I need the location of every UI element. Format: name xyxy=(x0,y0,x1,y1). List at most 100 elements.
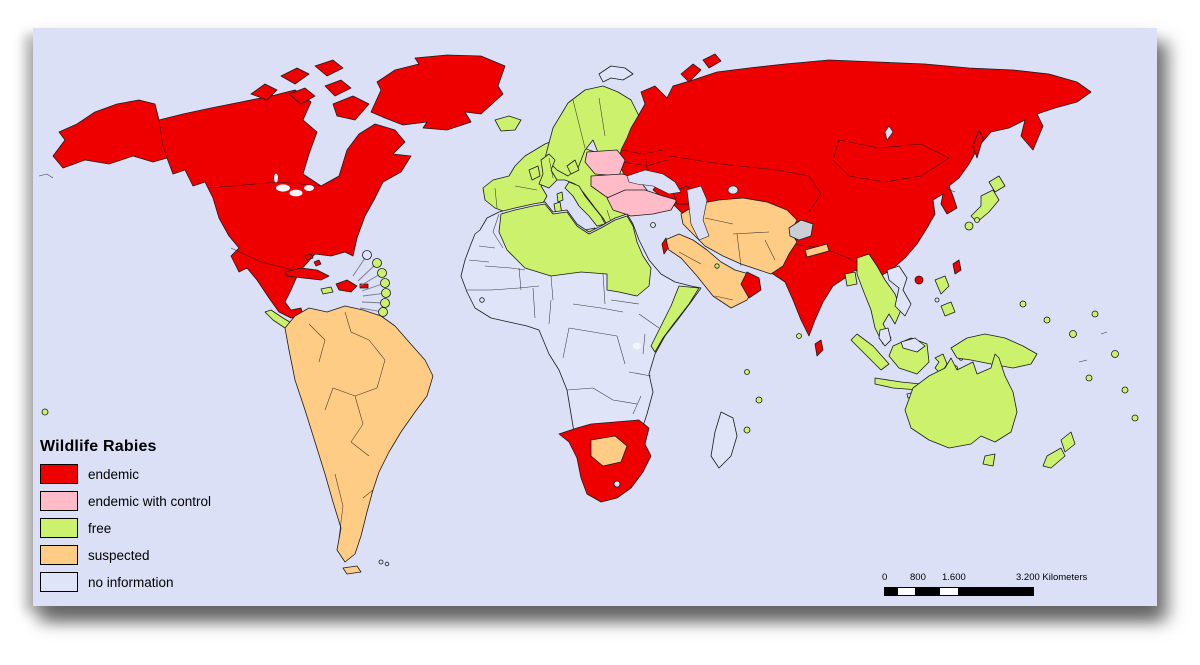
africa-borders xyxy=(629,372,651,376)
region-cuba xyxy=(285,268,329,280)
region-gulf-island xyxy=(715,264,719,268)
legend-swatch-endemic-control xyxy=(40,491,78,511)
region-new-guinea xyxy=(951,334,1037,368)
callout-circle-free xyxy=(379,308,388,317)
legend-row-endemic-control: endemic with control xyxy=(40,491,320,511)
sa-borders xyxy=(351,442,369,456)
region-tasmania xyxy=(983,454,995,466)
europe-borders xyxy=(607,210,611,222)
sa-borders xyxy=(335,474,343,538)
lake-winnipeg xyxy=(274,173,278,183)
africa-borders xyxy=(573,304,623,312)
caspian-sea xyxy=(687,186,709,240)
region-pacific-island xyxy=(1122,387,1128,393)
africa-borders xyxy=(551,276,553,300)
great-lakes xyxy=(289,189,303,197)
scalebar-label: 1.600 xyxy=(942,572,966,583)
region-malay-peninsula xyxy=(879,328,891,346)
region-turkey xyxy=(607,190,677,216)
legend-label: endemic xyxy=(88,466,140,482)
europe-borders xyxy=(549,158,553,178)
region-arctic-island xyxy=(325,80,351,96)
region-novaya-zemlya xyxy=(681,64,701,82)
region-jamaica xyxy=(321,287,333,294)
africa-borders xyxy=(485,266,525,270)
region-pacific-island xyxy=(1044,317,1050,323)
legend-label: free xyxy=(88,520,112,536)
region-philippine-island xyxy=(935,298,939,302)
legend-swatch-free xyxy=(40,518,78,538)
world-map xyxy=(33,28,1157,606)
region-cyprus xyxy=(651,223,656,228)
africa-borders xyxy=(633,396,641,414)
region-sumatra xyxy=(851,334,889,370)
region-hispaniola xyxy=(336,280,357,292)
africa-borders xyxy=(593,388,637,404)
region-lesotho xyxy=(614,481,620,487)
europe-borders xyxy=(599,98,605,136)
great-lakes xyxy=(276,184,290,192)
region-uk xyxy=(539,154,557,188)
central-asia-borders xyxy=(737,234,741,266)
region-arctic-island xyxy=(251,84,277,100)
aral-sea xyxy=(728,186,738,194)
region-nepal xyxy=(805,244,829,257)
legend-swatch-endemic xyxy=(40,464,78,484)
arabia-borders xyxy=(679,252,701,264)
region-iceland xyxy=(495,116,521,131)
scalebar: 0 800 1.600 3.200 Kilometers xyxy=(882,572,1104,596)
scalebar-segment xyxy=(885,588,898,595)
africa-borders xyxy=(617,336,625,364)
legend-row-endemic: endemic xyxy=(40,464,320,484)
callout-circle-free xyxy=(381,299,390,308)
asia-borders xyxy=(839,140,949,158)
region-bahamas xyxy=(305,254,313,260)
africa-borders xyxy=(563,328,569,358)
region-japan-shikoku xyxy=(975,218,980,223)
region-pacific-island xyxy=(1132,415,1138,421)
region-novaya-zemlya xyxy=(703,54,721,68)
region-sao-tome xyxy=(480,298,485,303)
asia-borders xyxy=(623,160,667,166)
callout-circle-noinfo xyxy=(363,251,372,260)
region-borneo-north xyxy=(901,338,925,352)
region-pacific-island xyxy=(1086,375,1092,381)
region-taiwan xyxy=(953,260,961,274)
region-maldives xyxy=(797,334,802,339)
africa-borders xyxy=(519,268,521,290)
region-arctic-island xyxy=(315,60,343,76)
sa-borders xyxy=(351,396,363,442)
region-corsica xyxy=(557,192,563,202)
region-japan-kyushu xyxy=(965,222,973,230)
region-north-africa xyxy=(499,204,651,296)
central-asia-borders xyxy=(705,218,733,224)
europe-borders xyxy=(495,188,497,208)
africa-borders xyxy=(569,328,617,336)
region-bangladesh xyxy=(845,272,857,286)
border-alaska-canada xyxy=(159,120,167,158)
africa-borders xyxy=(533,288,535,318)
africa-borders xyxy=(467,286,539,290)
scalebar-labels: 0 800 1.600 3.200 Kilometers xyxy=(882,572,1104,585)
region-ireland xyxy=(529,166,540,180)
africa-borders xyxy=(479,246,495,248)
scalebar-segment xyxy=(958,588,1033,595)
legend-swatch-no-information xyxy=(40,572,78,592)
region-indian-ocean-island xyxy=(756,397,762,403)
legend: Wildlife Rabies endemic endemic with con… xyxy=(40,438,320,599)
scalebar-label: 3.200 Kilometers xyxy=(1016,572,1088,583)
region-indian-ocean-island xyxy=(745,370,750,375)
region-greenland xyxy=(371,55,505,130)
region-new-zealand-south xyxy=(1043,448,1065,468)
region-south-america xyxy=(285,306,433,562)
region-svalbard xyxy=(599,66,633,82)
region-sakhalin xyxy=(973,130,983,158)
africa-borders xyxy=(567,388,593,390)
scalebar-label: 800 xyxy=(910,572,926,583)
legend-label: no information xyxy=(88,574,174,590)
europe-borders xyxy=(515,186,537,190)
region-botswana xyxy=(591,436,627,466)
region-philippines-luzon xyxy=(935,276,949,294)
central-asia-borders xyxy=(765,240,775,260)
